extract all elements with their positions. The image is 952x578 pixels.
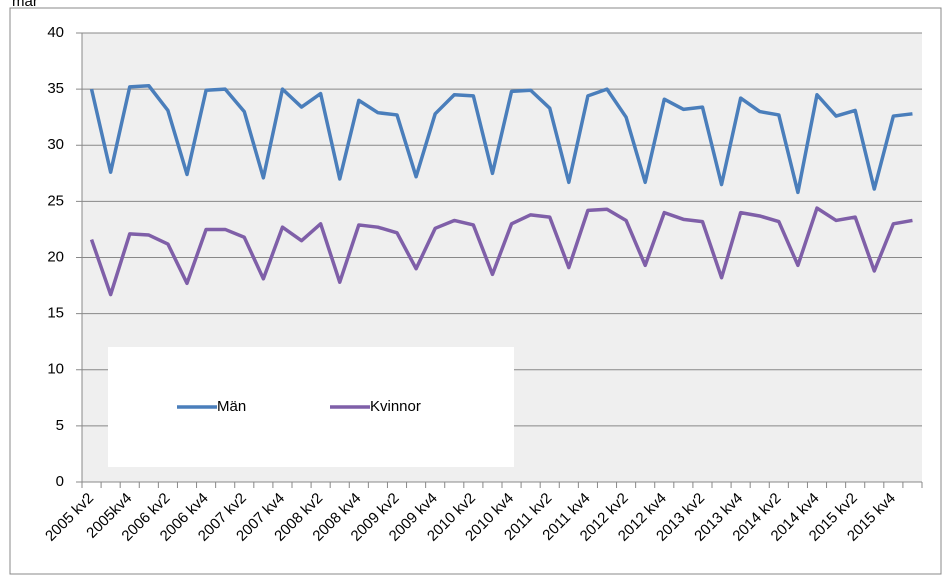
y-tick-label: 5 xyxy=(56,417,64,434)
series-line xyxy=(89,206,913,297)
y-tick-label: 10 xyxy=(47,361,64,378)
legend-label: Män xyxy=(217,398,246,415)
y-tick-label: 15 xyxy=(47,305,64,322)
legend xyxy=(108,347,514,467)
y-tick-label: 30 xyxy=(47,136,64,153)
y-tick-label: 0 xyxy=(56,473,64,490)
legend-label: Kvinnor xyxy=(370,398,421,415)
series-line xyxy=(89,84,913,195)
y-tick-label: 40 xyxy=(47,24,64,41)
y-tick-label: 35 xyxy=(47,80,64,97)
y-tick-label: 20 xyxy=(47,248,64,265)
y-tick-label: 25 xyxy=(47,192,64,209)
chart-title: mar xyxy=(12,0,38,10)
